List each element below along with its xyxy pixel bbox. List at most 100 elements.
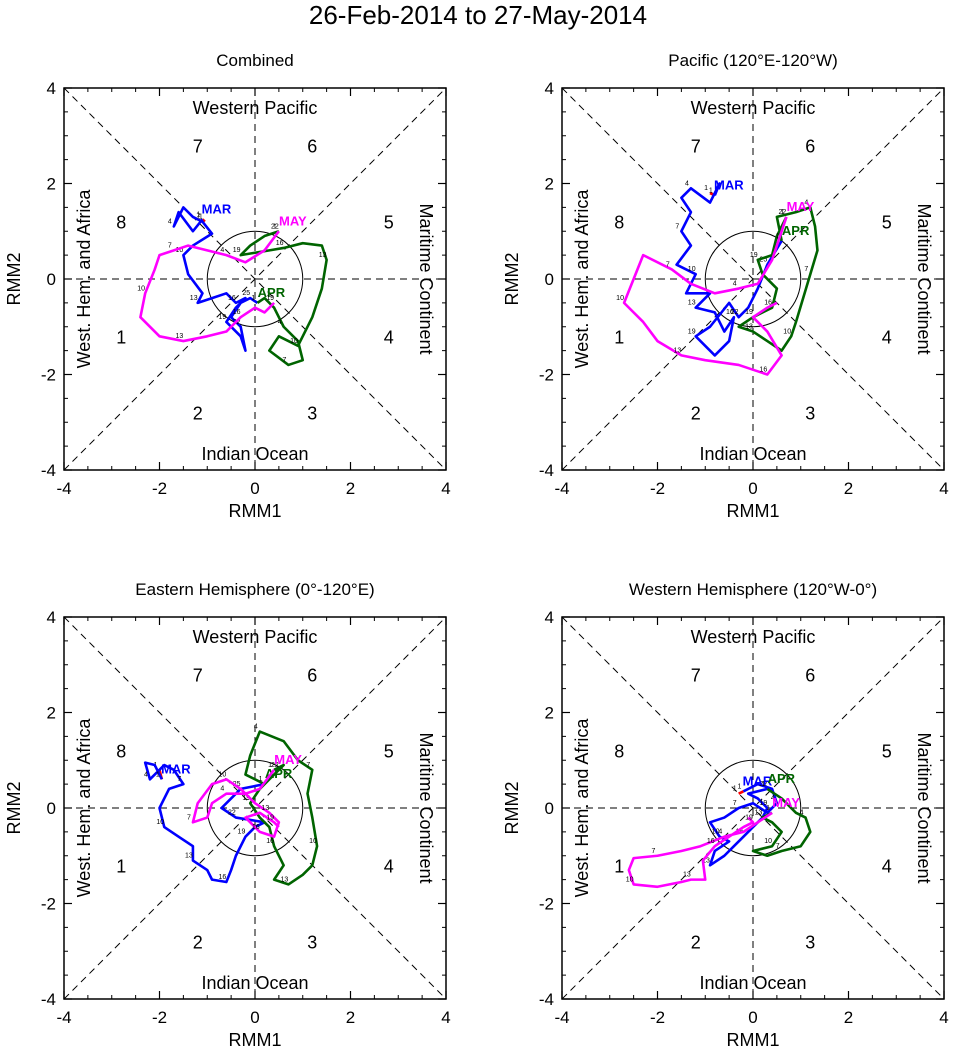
day-marker-may: 7: [187, 814, 191, 821]
day-marker-apr: 10: [290, 338, 298, 345]
x-axis-label: RMM1: [229, 501, 282, 521]
day-marker-apr: 7: [282, 357, 286, 364]
phase-label: 5: [882, 213, 892, 233]
day-marker-may: 16: [759, 367, 767, 374]
day-marker-may: 13: [673, 347, 681, 354]
x-tick-label: 0: [748, 479, 757, 498]
x-tick-label: 4: [441, 479, 450, 498]
x-tick-label: -2: [152, 479, 167, 498]
series-line-apr: [751, 787, 812, 858]
phase-label: 1: [614, 856, 624, 876]
phase-label: 8: [614, 213, 624, 233]
day-marker-may: 10: [616, 295, 624, 302]
day-marker-may: 7: [652, 848, 656, 855]
month-label-may: MAY: [787, 199, 815, 214]
day-marker-mar: 25: [759, 257, 767, 264]
x-tick-label: -2: [152, 1008, 167, 1027]
day-marker-apr: 1: [251, 295, 255, 302]
day-marker-apr: 22: [271, 762, 279, 769]
y-tick-label: 0: [545, 270, 554, 289]
series-line-may: [622, 216, 788, 376]
phase-label: 8: [116, 742, 126, 762]
day-marker-mar: 13: [190, 295, 198, 302]
day-marker-mar: 7: [675, 223, 679, 230]
day-marker-mar: 10: [712, 829, 720, 836]
month-label-apr: APR: [782, 223, 810, 238]
phase-label: 3: [805, 933, 815, 953]
day-marker-apr: 4: [800, 810, 804, 817]
month-label-may: MAY: [772, 795, 800, 810]
month-label-mar: MAR: [714, 177, 744, 192]
day-marker-apr: 13: [745, 324, 753, 331]
day-marker-may: 13: [683, 872, 691, 879]
y-tick-label: 2: [47, 704, 56, 723]
y-tick-label: 4: [545, 79, 554, 98]
y-tick-label: -4: [539, 990, 554, 1009]
series-line-mar: [172, 206, 259, 352]
day-marker-apr: 13: [281, 876, 289, 883]
x-tick-label: 4: [939, 1008, 948, 1027]
phase-label: 1: [614, 327, 624, 347]
day-marker-mar: 16: [218, 874, 226, 881]
region-label-top: Western Pacific: [193, 627, 318, 647]
phase-label: 3: [307, 933, 317, 953]
panel-title: Pacific (120°E-120°W): [668, 51, 838, 70]
day-marker-mar: 13: [185, 853, 193, 860]
x-tick-label: 0: [250, 479, 259, 498]
x-axis-label: RMM1: [727, 1030, 780, 1050]
day-marker-mar: 19: [688, 328, 696, 335]
day-marker-mar: 1: [197, 211, 201, 218]
y-tick-label: -4: [41, 461, 56, 480]
month-label-mar: MAR: [202, 201, 232, 216]
day-marker-may: 1: [268, 762, 272, 769]
diagonal-line: [63, 616, 447, 1000]
day-marker-apr: 10: [783, 328, 791, 335]
diagonal-line: [561, 616, 945, 1000]
phase-label: 4: [882, 327, 892, 347]
day-marker-mar: 10: [688, 266, 696, 273]
day-marker-mar: 1: [156, 771, 160, 778]
unit-circle: [206, 230, 304, 328]
month-label-may: MAY: [274, 752, 302, 767]
y-tick-label: -4: [41, 990, 56, 1009]
phase-label: 4: [384, 327, 394, 347]
day-marker-feb: 1: [733, 786, 737, 793]
day-marker-apr: 22: [271, 223, 279, 230]
phase-label: 4: [384, 856, 394, 876]
day-marker-mar: 10: [175, 247, 183, 254]
day-marker-apr: 16: [764, 300, 772, 307]
x-tick-label: -4: [56, 479, 71, 498]
x-axis-label: RMM1: [727, 501, 780, 521]
region-label-bottom: Indian Ocean: [201, 444, 308, 464]
x-tick-label: -4: [554, 1008, 569, 1027]
x-tick-label: 2: [844, 479, 853, 498]
x-tick-label: 2: [346, 479, 355, 498]
x-tick-label: 2: [844, 1008, 853, 1027]
day-marker-mar: 7: [177, 776, 181, 783]
month-label-mar: MAR: [743, 773, 773, 788]
day-marker-apr: 7: [776, 843, 780, 850]
day-marker-mar: 1: [709, 187, 713, 194]
day-marker-may: 19: [266, 814, 274, 821]
day-marker-apr: 19: [750, 252, 758, 259]
x-tick-label: -2: [650, 479, 665, 498]
y-axis-label: RMM2: [4, 782, 24, 835]
day-marker-apr: 4: [254, 724, 258, 731]
region-label-top: Western Pacific: [193, 98, 318, 118]
x-tick-label: 4: [939, 479, 948, 498]
day-marker-apr: 10: [309, 838, 317, 845]
day-marker-may: 4: [718, 829, 722, 836]
day-marker-mar: 19: [759, 800, 767, 807]
month-label-mar: MAR: [161, 761, 191, 776]
day-marker-mar: 1: [737, 783, 741, 790]
phase-label: 5: [384, 213, 394, 233]
x-tick-label: 0: [250, 1008, 259, 1027]
y-tick-label: 4: [47, 79, 56, 98]
y-tick-label: 2: [545, 175, 554, 194]
phase-label: 6: [307, 665, 317, 685]
day-marker-apr: 4: [278, 319, 282, 326]
panel-4: Western Hemisphere (120°W-0°) -4 -2 0 2 4 -4 -2…: [502, 580, 949, 1050]
day-marker-mar: 13: [702, 857, 710, 864]
x-tick-label: -4: [554, 479, 569, 498]
phase-label: 5: [384, 742, 394, 762]
